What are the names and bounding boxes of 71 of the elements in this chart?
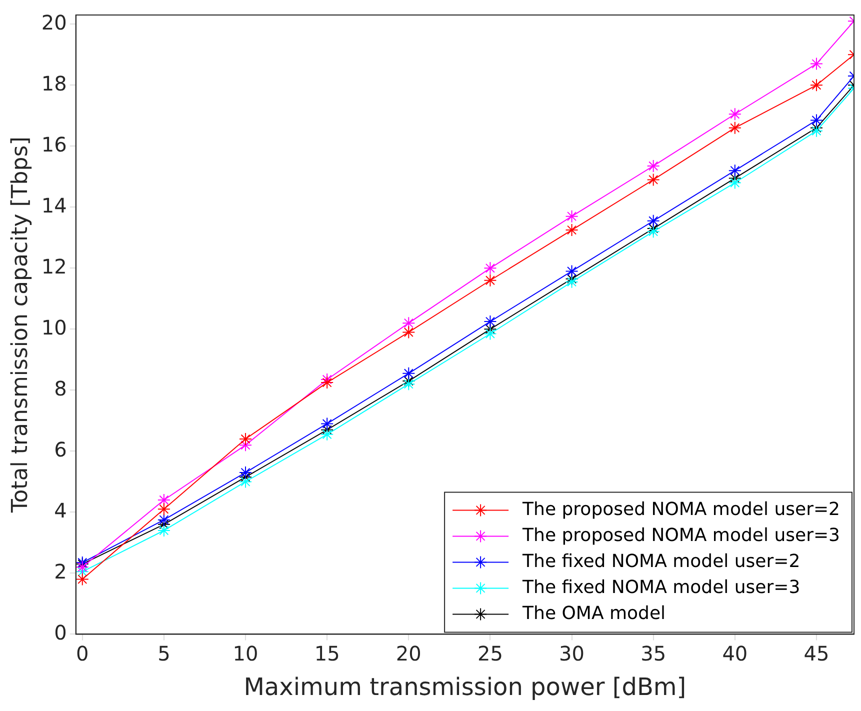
point (728, 176, 742, 190)
point (320, 373, 334, 386)
y-tick-label: 16 (41, 132, 67, 156)
x-tick-label: 0 (76, 641, 89, 666)
y-tick-label: 14 (41, 193, 67, 218)
point (728, 108, 742, 121)
point (565, 264, 578, 278)
x-tick-label: 35 (640, 641, 666, 666)
y-tick-label: 6 (54, 437, 67, 462)
point (157, 524, 170, 537)
point (646, 222, 660, 236)
point (76, 572, 89, 586)
point (157, 513, 170, 526)
point (402, 326, 416, 339)
x-tick-label: 20 (396, 641, 422, 666)
point (810, 78, 823, 92)
legend-label: The fixed NOMA model user=2 (522, 550, 800, 572)
point (565, 210, 578, 223)
point (728, 164, 742, 178)
y-tick-label: 2 (54, 559, 67, 584)
point (484, 322, 497, 336)
legend-label: The fixed NOMA model user=3 (522, 576, 800, 598)
x-tick-label: 10 (232, 641, 258, 666)
y-tick-label: 4 (54, 498, 67, 522)
y-axis-title: Total transmission capacity [Tbps] (8, 136, 33, 514)
y-tick-label: 12 (41, 254, 67, 278)
point (484, 262, 497, 275)
point (646, 159, 660, 172)
point (565, 224, 578, 237)
point (157, 518, 170, 531)
legend-label: The proposed NOMA model user=2 (522, 498, 840, 520)
point (810, 57, 823, 70)
point (646, 214, 660, 228)
point (76, 560, 89, 574)
point (239, 466, 252, 480)
x-tick-label: 5 (158, 641, 170, 666)
x-tick-label: 25 (477, 641, 503, 666)
point (239, 475, 252, 488)
point (402, 316, 416, 330)
y-tick-label: 18 (41, 71, 67, 96)
point (320, 428, 334, 441)
point (76, 565, 89, 578)
point (320, 376, 334, 390)
y-tick-label: 0 (54, 620, 67, 644)
point (810, 124, 823, 138)
point (728, 121, 742, 134)
y-tick-label: 20 (41, 10, 67, 34)
x-tick-label: 45 (804, 641, 830, 666)
y-tick-label: 8 (54, 376, 67, 400)
point (810, 114, 823, 127)
y-tick-label: 10 (41, 315, 67, 340)
x-tick-label: 30 (559, 641, 585, 666)
point (402, 378, 416, 391)
point (646, 225, 660, 238)
point (484, 327, 497, 340)
x-axis-title: Maximum transmission power [dBm] (244, 672, 686, 701)
point (402, 366, 416, 380)
point (320, 417, 334, 430)
legend-label: The OMA model (522, 602, 666, 624)
legend-label: The proposed NOMA model user=3 (522, 524, 840, 546)
x-tick-label: 15 (314, 641, 340, 666)
x-tick-label: 40 (722, 641, 748, 666)
point (484, 315, 497, 328)
point (646, 173, 660, 186)
point (239, 438, 252, 452)
point (484, 274, 497, 287)
point (239, 432, 252, 446)
point (157, 502, 170, 516)
point (810, 121, 823, 134)
point (565, 275, 578, 288)
point (157, 493, 170, 506)
